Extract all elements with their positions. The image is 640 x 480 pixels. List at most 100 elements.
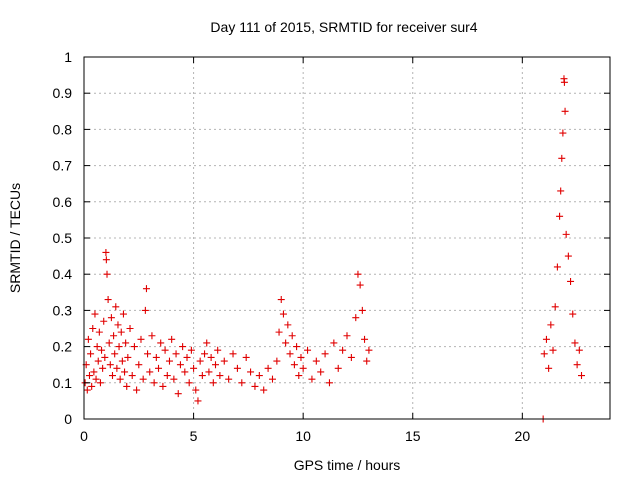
data-point [98, 346, 106, 354]
y-tick-label: 0.6 [53, 194, 73, 210]
data-point [194, 397, 202, 405]
data-point [295, 372, 303, 380]
data-point [91, 310, 99, 318]
data-point [553, 263, 561, 271]
data-point [356, 281, 364, 289]
y-axis-label: SRMTID / TECUs [7, 183, 23, 293]
y-tick-label: 0.5 [53, 230, 73, 246]
data-point [93, 343, 101, 351]
data-point [561, 107, 569, 115]
data-point [540, 350, 548, 358]
data-point [179, 343, 187, 351]
data-point [187, 346, 195, 354]
data-point [308, 375, 316, 383]
x-tick-label: 20 [515, 428, 531, 444]
data-point [181, 368, 189, 376]
data-point [545, 364, 553, 372]
y-tick-label: 0.3 [53, 302, 73, 318]
data-point [198, 372, 206, 380]
data-point [85, 372, 93, 380]
data-point [176, 361, 184, 369]
data-points [81, 75, 586, 423]
data-point [108, 372, 116, 380]
data-point [551, 303, 559, 311]
data-point [556, 212, 564, 220]
data-point [260, 386, 268, 394]
data-point [115, 343, 123, 351]
data-point [277, 296, 285, 304]
data-point [122, 339, 130, 347]
data-point [207, 353, 215, 361]
data-point [354, 270, 362, 278]
data-point [96, 379, 104, 387]
data-point [220, 357, 228, 365]
data-point [279, 310, 287, 318]
data-point [286, 350, 294, 358]
data-point [282, 339, 290, 347]
data-point [92, 375, 100, 383]
data-point [119, 310, 127, 318]
data-point [365, 346, 373, 354]
y-tick-label: 0.4 [53, 266, 73, 282]
data-point [330, 339, 338, 347]
data-point [174, 390, 182, 398]
data-point [118, 357, 126, 365]
data-point [334, 364, 342, 372]
data-point [94, 357, 102, 365]
y-tick-label: 1 [64, 49, 72, 65]
data-point [571, 339, 579, 347]
data-point [312, 357, 320, 365]
data-point [104, 296, 112, 304]
data-point [325, 379, 333, 387]
data-point [557, 187, 565, 195]
data-point [130, 343, 138, 351]
data-point [578, 372, 586, 380]
data-point [317, 368, 325, 376]
data-point [161, 346, 169, 354]
data-point [124, 353, 132, 361]
data-point [103, 270, 111, 278]
data-point [163, 372, 171, 380]
data-point [560, 78, 568, 86]
data-point [159, 382, 167, 390]
data-point [361, 335, 369, 343]
data-point [135, 361, 143, 369]
data-point [264, 364, 272, 372]
data-point [141, 306, 149, 314]
data-point [233, 364, 241, 372]
data-point [89, 325, 97, 332]
data-point [99, 364, 107, 372]
data-point [339, 346, 347, 354]
data-point [559, 129, 567, 137]
data-point [95, 328, 103, 336]
data-point [247, 368, 255, 376]
data-point [150, 379, 158, 387]
data-point [297, 353, 305, 361]
y-tick-label: 0.2 [53, 339, 73, 355]
data-point [183, 353, 191, 361]
data-point [549, 346, 557, 354]
data-point [205, 368, 213, 376]
data-point [157, 339, 165, 347]
data-point [102, 248, 110, 256]
data-point [102, 256, 110, 264]
data-point [148, 332, 156, 340]
plot-frame [83, 56, 611, 420]
data-point [83, 386, 91, 394]
data-point [116, 375, 124, 383]
data-point [255, 372, 263, 380]
data-point [573, 361, 581, 369]
data-point [268, 375, 276, 383]
data-point [299, 364, 307, 372]
data-point [284, 321, 292, 329]
data-point [84, 335, 92, 343]
data-point [172, 350, 180, 358]
data-point [112, 303, 120, 311]
data-point [117, 328, 125, 336]
data-point [123, 382, 131, 390]
data-point [275, 328, 283, 336]
data-point [114, 321, 122, 329]
data-point [229, 350, 237, 358]
x-axis: 0 5 10 15 20 [80, 57, 530, 444]
y-axis: 0 0.1 0.2 0.3 0.4 0.5 0.6 0.7 0.8 0.9 1 [53, 49, 610, 427]
